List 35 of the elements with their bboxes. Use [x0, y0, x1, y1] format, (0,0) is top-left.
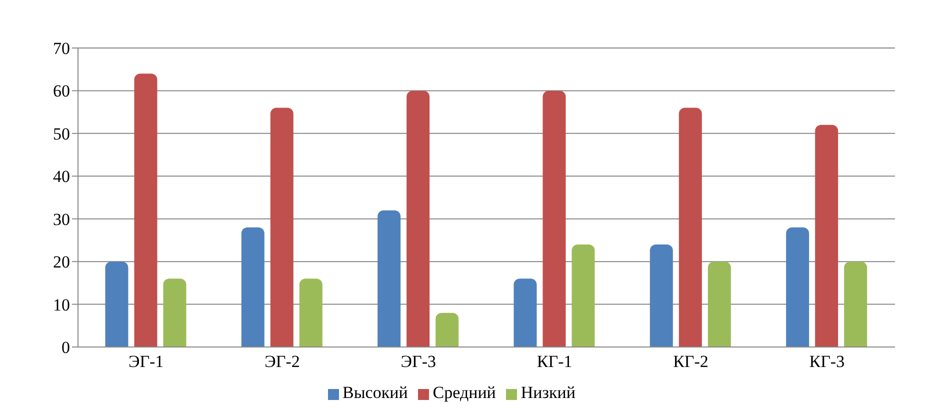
bar	[134, 74, 158, 347]
bar	[572, 244, 595, 347]
legend-label: Средний	[432, 383, 496, 402]
y-tick-label: 20	[53, 252, 70, 272]
bar	[163, 278, 186, 347]
bar	[378, 210, 401, 347]
bar	[514, 278, 537, 347]
bar	[650, 244, 673, 347]
bar	[844, 262, 868, 347]
bar	[786, 227, 810, 347]
y-tick-label: 50	[53, 124, 70, 144]
y-tick-label: 40	[53, 167, 70, 186]
y-tick-label: 60	[53, 82, 70, 101]
bar	[270, 108, 294, 347]
y-tick-label: 30	[53, 210, 70, 229]
x-tick-label: КГ-2	[673, 352, 708, 372]
y-tick-label: 70	[53, 39, 70, 58]
bar	[708, 262, 731, 347]
x-tick-label: ЭГ-3	[400, 352, 436, 372]
legend-label: Высокий	[342, 383, 408, 402]
x-tick-label: ЭГ-1	[128, 352, 164, 372]
x-tick-label: ЭГ-2	[264, 352, 300, 372]
bar	[241, 227, 264, 347]
y-tick-label: 0	[62, 338, 70, 358]
bar	[678, 108, 702, 347]
bar	[299, 278, 322, 347]
bar	[542, 90, 566, 347]
bar	[815, 124, 838, 347]
x-tick-label: КГ-1	[536, 352, 572, 372]
bar	[436, 312, 459, 347]
bar	[105, 262, 128, 347]
x-tick-label: КГ-3	[809, 352, 845, 372]
bar	[406, 90, 430, 347]
y-tick-label: 10	[53, 295, 70, 314]
legend-label: Низкий	[520, 383, 576, 402]
